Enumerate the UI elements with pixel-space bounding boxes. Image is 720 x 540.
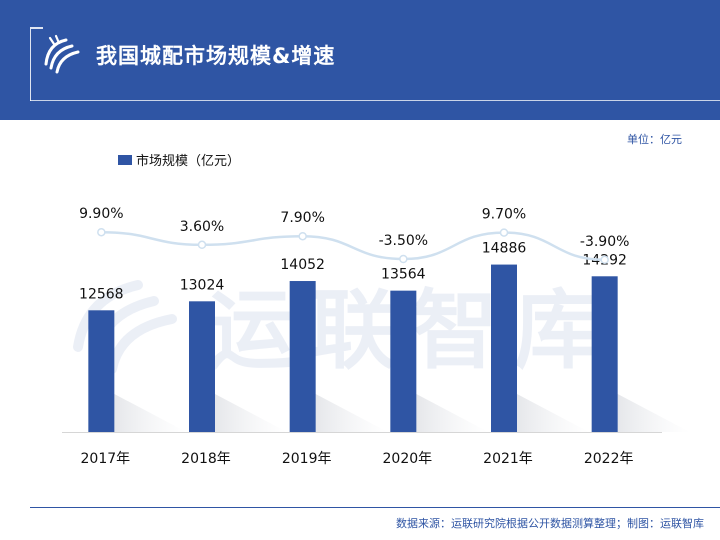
growth-rate-point bbox=[97, 227, 106, 237]
legend-label: 市场规模（亿元） bbox=[136, 154, 241, 169]
page-title: 我国城配市场规模&增速 bbox=[96, 44, 336, 68]
growth-rate-label: -3.50% bbox=[379, 233, 429, 249]
growth-rate-line bbox=[101, 230, 605, 262]
bar bbox=[491, 264, 517, 432]
legend-swatch bbox=[118, 154, 132, 165]
bar-value-label: 14886 bbox=[482, 241, 527, 257]
source-note: 数据来源：运联研究院根据公开数据测算整理；制图：运联智库 bbox=[396, 517, 704, 530]
bar bbox=[88, 310, 115, 432]
growth-rate-point bbox=[298, 231, 307, 241]
growth-rate-point bbox=[499, 228, 509, 237]
bar bbox=[390, 290, 417, 432]
x-tick-label: 2022年 bbox=[584, 451, 634, 467]
bar-value-label: 14052 bbox=[280, 257, 325, 273]
x-tick-label: 2020年 bbox=[383, 451, 433, 467]
bar bbox=[189, 301, 215, 432]
footer-divider bbox=[30, 507, 720, 508]
header-corner-frame bbox=[30, 27, 81, 101]
x-tick-label: 2017年 bbox=[81, 451, 131, 467]
growth-rate-label: 7.90% bbox=[280, 210, 324, 226]
x-tick-label: 2021年 bbox=[483, 451, 533, 467]
chart-legend: 市场规模（亿元） bbox=[118, 150, 240, 169]
header-banner: 我国城配市场规模&增速 bbox=[0, 0, 720, 120]
x-tick-label: 2019年 bbox=[282, 451, 332, 467]
growth-rate-label: 3.60% bbox=[180, 219, 224, 235]
brand-logo-icon bbox=[44, 34, 80, 74]
bar bbox=[289, 281, 316, 432]
bar-value-label: 13024 bbox=[180, 277, 225, 293]
bar-value-label: 12568 bbox=[79, 286, 124, 302]
bar bbox=[591, 276, 618, 432]
bar-value-label: 13564 bbox=[381, 267, 426, 283]
growth-rate-label: 9.70% bbox=[482, 207, 526, 223]
growth-rate-point bbox=[600, 255, 609, 265]
header-divider bbox=[30, 100, 720, 101]
growth-rate-point bbox=[197, 240, 207, 250]
unit-label: 单位：亿元 bbox=[627, 133, 682, 146]
x-tick-label: 2018年 bbox=[181, 451, 231, 467]
growth-rate-label: -3.90% bbox=[580, 234, 630, 250]
growth-rate-point bbox=[399, 254, 408, 264]
growth-rate-label: 9.90% bbox=[79, 206, 123, 222]
